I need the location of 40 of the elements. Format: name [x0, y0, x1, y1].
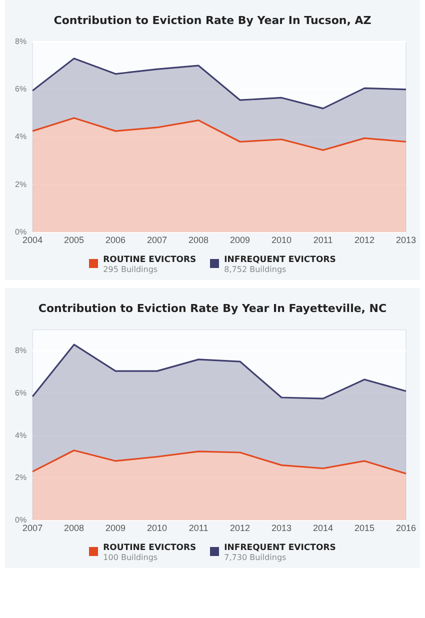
- y-tick-label: 2%: [15, 180, 27, 189]
- text: 8,752 Buildings: [224, 265, 288, 274]
- legend-label: INFREQUENT EVICTORS: [224, 543, 336, 553]
- x-tick-label: 2004: [22, 235, 43, 246]
- legend-label: ROUTINE EVICTORS: [103, 255, 196, 265]
- x-tick-label: 2012: [230, 523, 250, 534]
- y-tick-label: 0%: [15, 227, 27, 236]
- chart-title: Contribution to Eviction Rate By Year In Fayetteville, NC: [37, 302, 388, 315]
- text: 295 Buildings: [103, 265, 159, 274]
- x-tick-label: 2014: [313, 523, 334, 534]
- x-tick-label: 2009: [230, 235, 250, 246]
- x-tick-label: 2011: [313, 235, 333, 246]
- x-tick-label: 2008: [188, 235, 209, 246]
- x-tick-label: 2008: [64, 523, 84, 534]
- x-tick-label: 2007: [147, 235, 168, 246]
- x-tick-label: 2010: [147, 523, 168, 534]
- x-tick-label: 2013: [272, 523, 292, 534]
- y-tick-label: 8%: [15, 346, 27, 356]
- x-tick-label: 2007: [22, 523, 43, 534]
- legend-label: ROUTINE EVICTORS: [103, 543, 196, 553]
- x-tick-label: 2015: [354, 523, 375, 534]
- legend-label: INFREQUENT EVICTORS: [224, 255, 336, 265]
- x-tick-label: 2006: [106, 235, 126, 246]
- x-tick-label: 2009: [106, 523, 126, 534]
- x-tick-label: 2013: [396, 235, 416, 246]
- text: 100 Buildings: [103, 553, 159, 562]
- x-tick-label: 2012: [354, 235, 375, 246]
- x-tick-label: 2005: [64, 235, 84, 246]
- y-tick-label: 2%: [15, 473, 27, 482]
- y-tick-label: 4%: [15, 430, 27, 440]
- y-tick-label: 8%: [15, 37, 27, 46]
- text: 7,730 Buildings: [224, 553, 288, 562]
- x-tick-label: 2011: [188, 523, 208, 534]
- x-tick-label: 2010: [272, 235, 292, 246]
- y-tick-label: 6%: [15, 84, 27, 94]
- y-tick-label: 4%: [15, 132, 27, 142]
- x-tick-label: 2016: [396, 523, 416, 534]
- chart-title: Contribution to Eviction Rate By Year In Tucson, AZ: [52, 14, 372, 27]
- y-tick-label: 0%: [15, 515, 27, 524]
- y-tick-label: 6%: [15, 388, 27, 398]
